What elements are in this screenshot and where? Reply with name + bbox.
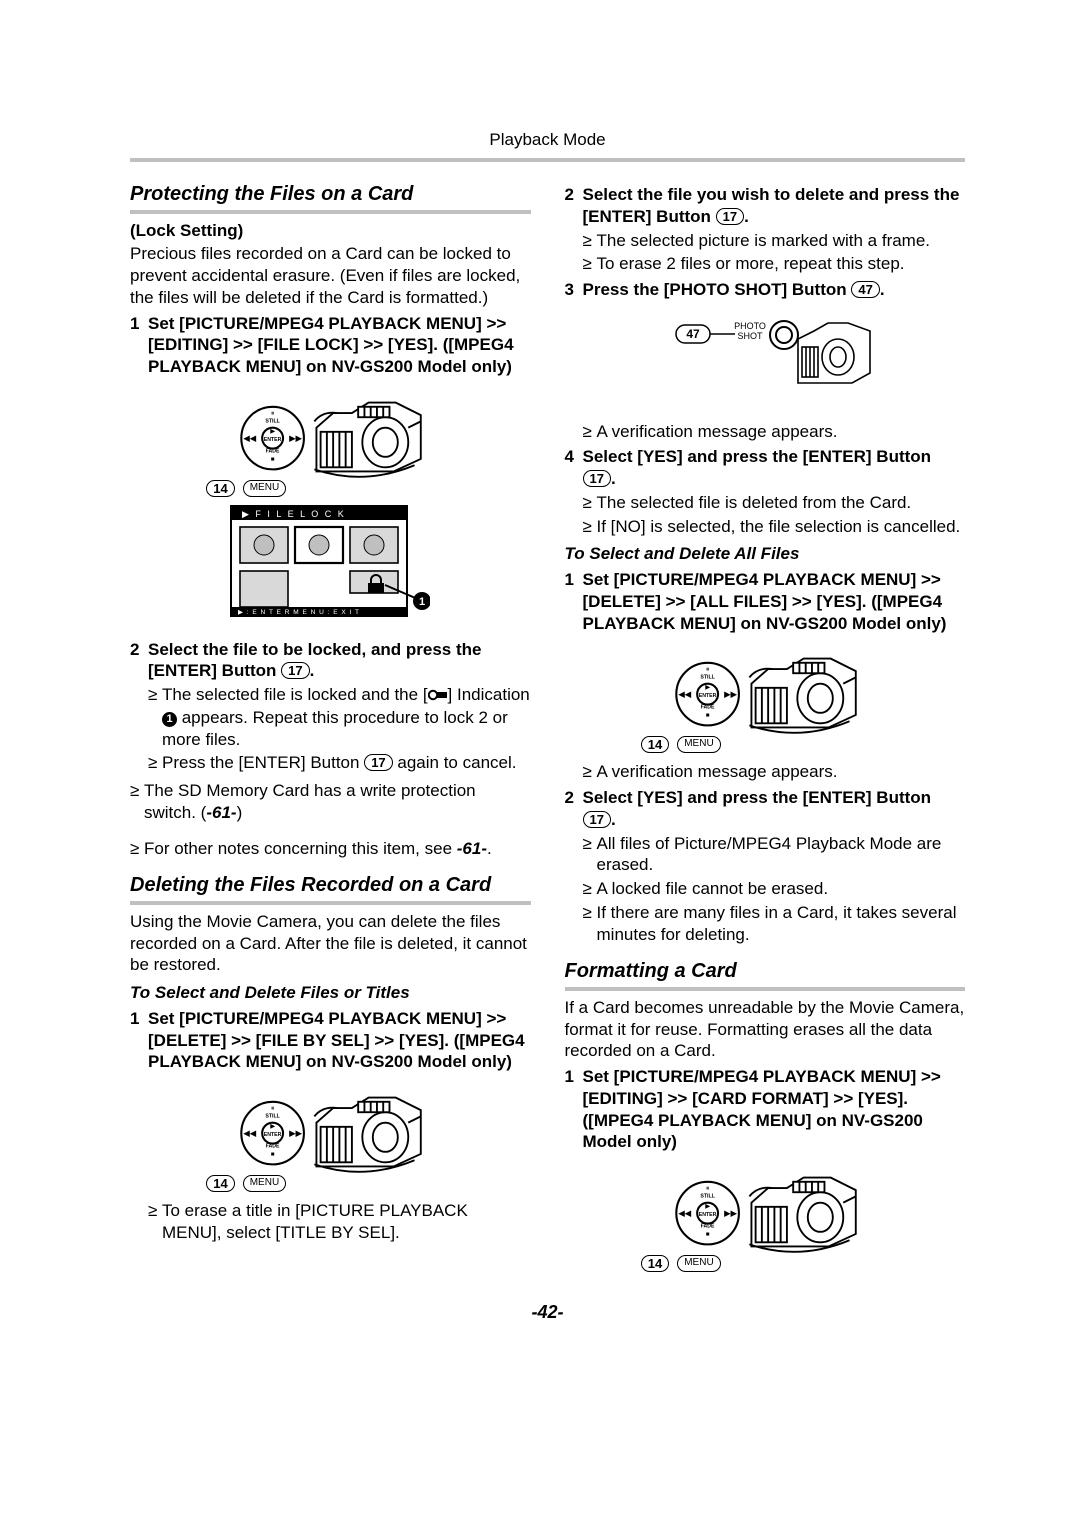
- page-number: -42-: [130, 1302, 965, 1323]
- bullet: ≥The selected file is deleted from the C…: [565, 492, 966, 514]
- delete-step1: 1 Set [PICTURE/MPEG4 PLAYBACK MENU] >> […: [130, 1008, 531, 1073]
- delete-all-step2: 2 Select [YES] and press the [ENTER] But…: [565, 787, 966, 831]
- delete-para: Using the Movie Camera, you can delete t…: [130, 911, 531, 976]
- delete-all-heading: To Select and Delete All Files: [565, 543, 966, 565]
- header-rule: [130, 158, 965, 162]
- right-step2: 2 Select the file you wish to delete and…: [565, 184, 966, 228]
- right-step4: 4 Select [YES] and press the [ENTER] But…: [565, 446, 966, 490]
- ref-47: 47: [851, 281, 879, 298]
- xref-61: -61-: [457, 839, 487, 858]
- columns: Protecting the Files on a Card (Lock Set…: [130, 180, 965, 1280]
- step-number: 1: [565, 569, 583, 634]
- delete-files-titles-heading: To Select and Delete Files or Titles: [130, 982, 531, 1004]
- photo-shot-diagram: PHOTO SHOT 47: [650, 311, 880, 413]
- ref-14: 14: [206, 480, 234, 497]
- step-text: Press the [PHOTO SHOT] Button 47.: [583, 279, 885, 301]
- bullet: ≥ To erase a title in [PICTURE PLAYBACK …: [130, 1200, 531, 1244]
- lock-setting-sub: (Lock Setting): [130, 220, 531, 242]
- svg-text:▶ F I L E L O C K: ▶ F I L E L O C K: [242, 509, 346, 519]
- bullet: ≥All files of Picture/MPEG4 Playback Mod…: [565, 833, 966, 877]
- protect-step2: 2 Select the file to be locked, and pres…: [130, 639, 531, 683]
- joystick-camera-diagram: 14 MENU: [200, 388, 460, 497]
- joystick-camera-diagram: 14 MENU: [635, 644, 895, 753]
- step-number: 1: [130, 313, 148, 378]
- circled-1: 1: [162, 712, 177, 727]
- step-text: Set [PICTURE/MPEG4 PLAYBACK MENU] >> [DE…: [583, 569, 966, 634]
- ref-14: 14: [641, 736, 669, 753]
- step-text: Select the file to be locked, and press …: [148, 639, 531, 683]
- svg-text:SHOT: SHOT: [737, 331, 763, 341]
- file-lock-screen: ▶ F I L E L O C K: [230, 505, 430, 633]
- section-title-format: Formatting a Card: [565, 959, 966, 991]
- svg-text:47: 47: [686, 327, 700, 341]
- ref-14: 14: [641, 1255, 669, 1272]
- section-header: Playback Mode: [130, 130, 965, 150]
- bullet: ≥ Press the [ENTER] Button 17 again to c…: [130, 752, 531, 774]
- step-number: 3: [565, 279, 583, 301]
- ref-14: 14: [206, 1175, 234, 1192]
- bullet: ≥ For other notes concerning this item, …: [130, 838, 531, 860]
- format-step1: 1 Set [PICTURE/MPEG4 PLAYBACK MENU] >> […: [565, 1066, 966, 1153]
- ref-17: 17: [281, 662, 309, 679]
- xref-61: -61-: [206, 803, 236, 822]
- step-text: Select [YES] and press the [ENTER] Butto…: [583, 446, 932, 490]
- bullet: ≥To erase 2 files or more, repeat this s…: [565, 253, 966, 275]
- step-text: Set [PICTURE/MPEG4 PLAYBACK MENU] >> [ED…: [583, 1066, 966, 1153]
- step-text: Set [PICTURE/MPEG4 PLAYBACK MENU] >> [DE…: [148, 1008, 531, 1073]
- left-column: Protecting the Files on a Card (Lock Set…: [130, 180, 531, 1280]
- step-number: 2: [565, 184, 583, 228]
- step-number: 2: [565, 787, 583, 831]
- svg-text:▶ : E N T E R M E N: ▶ : E N T E R M E N U : E X I T: [238, 609, 360, 616]
- step-text: Select [YES] and press the [ENTER] Butto…: [583, 787, 932, 831]
- format-para: If a Card becomes unreadable by the Movi…: [565, 997, 966, 1062]
- joystick-camera-diagram: 14 MENU: [200, 1083, 460, 1192]
- step-number: 1: [565, 1066, 583, 1153]
- bullet: ≥If [NO] is selected, the file selection…: [565, 516, 966, 538]
- menu-label: MENU: [243, 1175, 286, 1192]
- right-step3: 3 Press the [PHOTO SHOT] Button 47.: [565, 279, 966, 301]
- bullet: ≥A verification message appears.: [565, 761, 966, 783]
- svg-text:PHOTO: PHOTO: [734, 321, 766, 331]
- menu-label: MENU: [243, 480, 286, 497]
- bullet: ≥ The selected file is locked and the [ …: [130, 684, 531, 750]
- step-text: Set [PICTURE/MPEG4 PLAYBACK MENU] >> [ED…: [148, 313, 531, 378]
- bullet: ≥A verification message appears.: [565, 421, 966, 443]
- step-text: Select the file you wish to delete and p…: [583, 184, 966, 228]
- ref-17: 17: [583, 811, 611, 828]
- ref-17: 17: [364, 754, 392, 771]
- joystick-camera-diagram: 14 MENU: [635, 1163, 895, 1272]
- menu-label: MENU: [677, 1255, 720, 1272]
- step-number: 1: [130, 1008, 148, 1073]
- step-number: 4: [565, 446, 583, 490]
- bullet: ≥ The SD Memory Card has a write protect…: [130, 780, 531, 824]
- bullet: ≥If there are many files in a Card, it t…: [565, 902, 966, 946]
- ref-17: 17: [716, 208, 744, 225]
- lock-icon: [428, 685, 448, 707]
- svg-text:1: 1: [419, 596, 425, 608]
- section-title-protect: Protecting the Files on a Card: [130, 182, 531, 214]
- right-column: 2 Select the file you wish to delete and…: [565, 180, 966, 1280]
- bullet: ≥A locked file cannot be erased.: [565, 878, 966, 900]
- bullet: ≥The selected picture is marked with a f…: [565, 230, 966, 252]
- section-title-delete: Deleting the Files Recorded on a Card: [130, 873, 531, 905]
- ref-17: 17: [583, 470, 611, 487]
- protect-para: Precious files recorded on a Card can be…: [130, 243, 531, 308]
- step-number: 2: [130, 639, 148, 683]
- protect-step1: 1 Set [PICTURE/MPEG4 PLAYBACK MENU] >> […: [130, 313, 531, 378]
- menu-label: MENU: [677, 736, 720, 753]
- page: Playback Mode Protecting the Files on a …: [0, 0, 1080, 1363]
- delete-all-step1: 1 Set [PICTURE/MPEG4 PLAYBACK MENU] >> […: [565, 569, 966, 634]
